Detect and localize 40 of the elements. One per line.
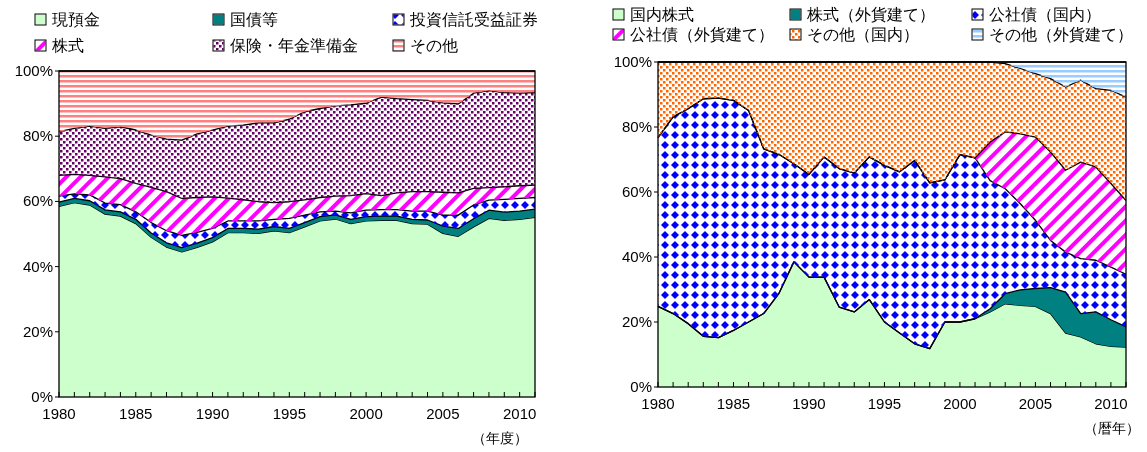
y-tick-label: 0% [630,378,652,395]
y-tick-label: 60% [22,192,53,210]
x-tick-label: 1995 [867,395,902,412]
x-axis-title: （暦年） [1084,420,1140,436]
x-tick-label: 2000 [943,395,977,412]
x-tick-label: 1980 [42,405,76,422]
y-tick-label: 80% [621,118,652,135]
legend-label: 現預金 [52,11,100,28]
x-tick-label: 2005 [426,405,460,422]
y-tick-label: 100% [14,62,53,79]
legend-label: その他（外貨建て） [989,26,1133,43]
x-tick-label: 1980 [641,395,675,412]
x-tick-label: 1985 [119,405,153,422]
y-tick-label: 100% [613,53,652,70]
legend-label: 国債等 [230,11,278,28]
legend-label: 公社債（国内） [989,6,1101,23]
x-tick-label: 1995 [272,405,307,422]
y-tick-label: 60% [621,183,652,200]
legend-label: その他（国内） [807,26,919,43]
y-tick-label: 80% [22,127,53,145]
legend-label: その他 [410,37,458,54]
legend-label: 国内株式 [630,6,694,23]
x-tick-label: 2010 [502,405,537,422]
x-tick-label: 1990 [792,395,826,412]
y-tick-label: 40% [621,248,652,265]
legend-label: 公社債（外貨建て） [630,26,774,43]
legend-label: 保険・年金準備金 [230,37,358,54]
x-axis-title: （年度） [472,430,528,446]
x-tick-label: 2005 [1018,395,1053,412]
x-tick-label: 1990 [195,405,230,422]
x-tick-label: 1985 [716,395,751,412]
y-tick-label: 40% [22,257,53,275]
x-tick-label: 2000 [349,405,383,422]
x-tick-label: 2010 [1094,395,1128,412]
legend-label: 株式（外貨建て） [806,6,935,23]
legend-label: 投資信託受益証券 [409,11,538,28]
legend-label: 株式 [51,37,84,54]
y-tick-label: 0% [31,388,53,405]
y-tick-label: 20% [621,313,652,330]
y-tick-label: 20% [22,322,53,340]
